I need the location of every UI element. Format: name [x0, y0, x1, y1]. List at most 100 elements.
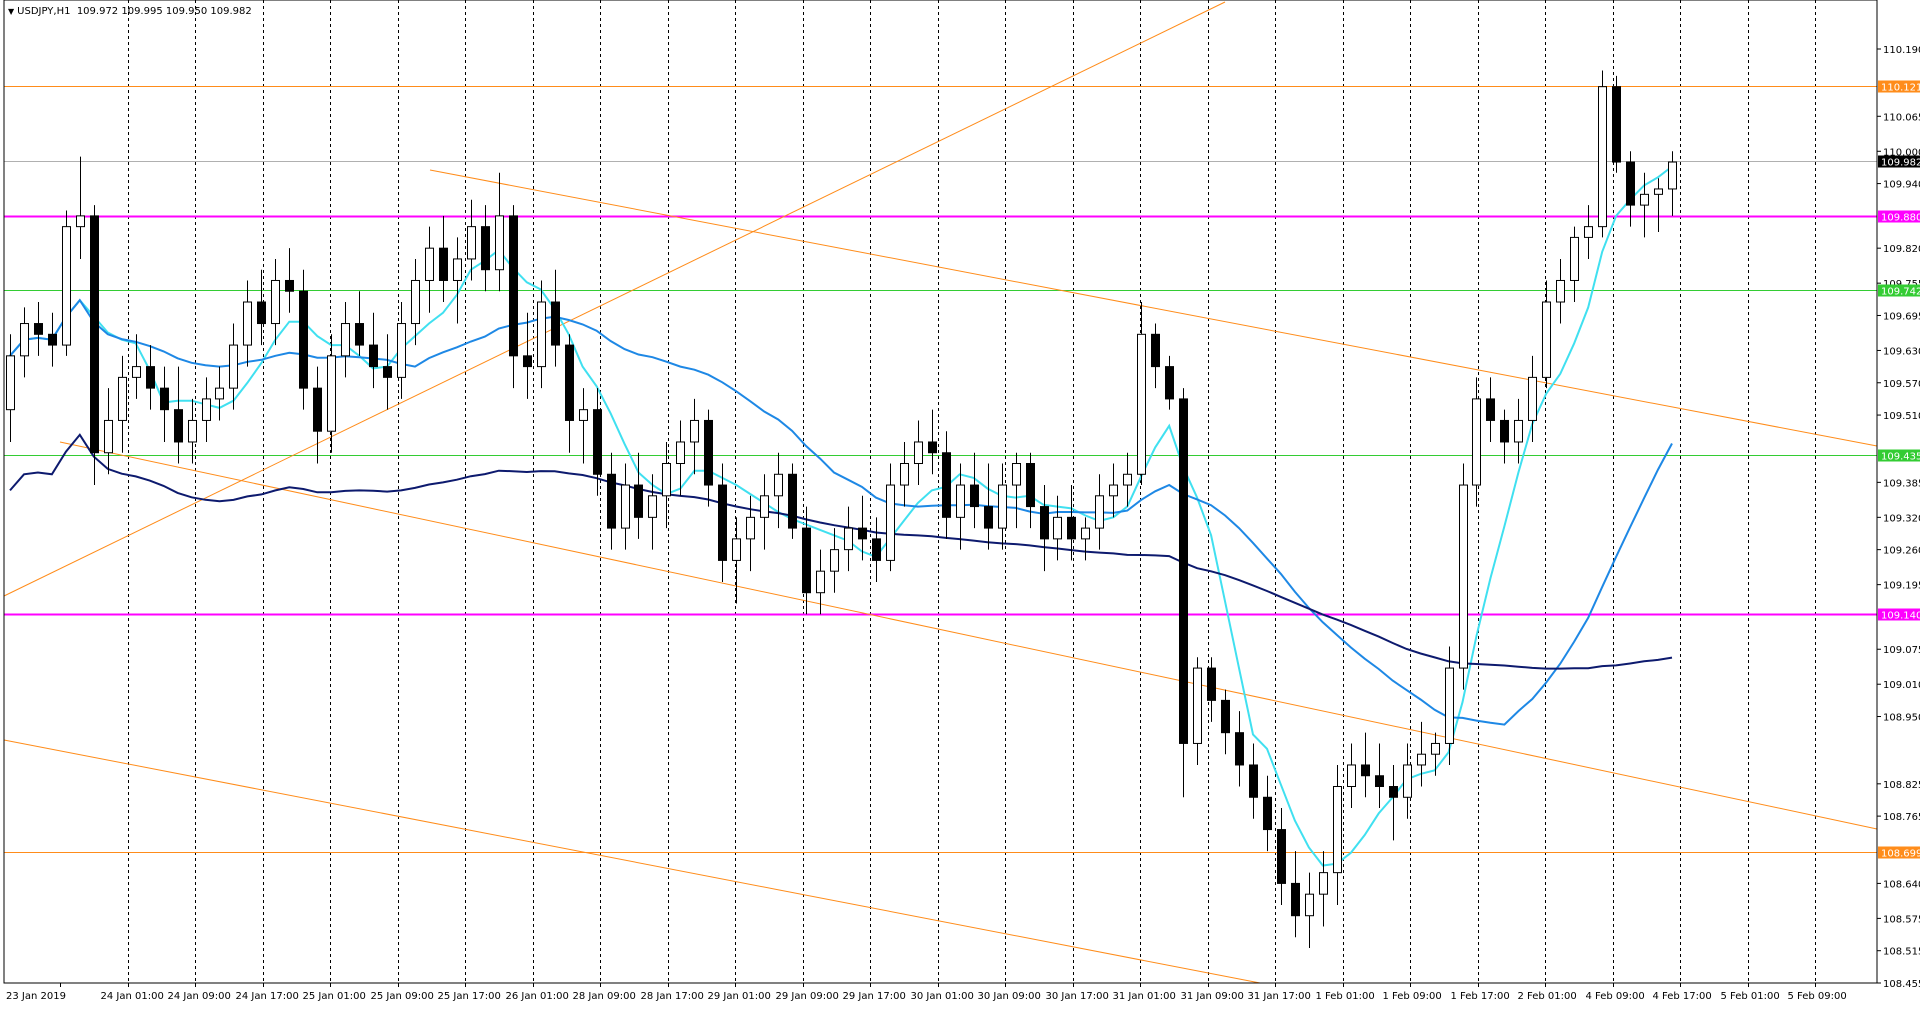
bull-candle[interactable] [579, 409, 588, 421]
bear-candle[interactable] [146, 366, 155, 389]
bear-candle[interactable] [509, 215, 518, 357]
bull-candle[interactable] [760, 495, 769, 518]
bull-candle[interactable] [1528, 376, 1537, 421]
bear-candle[interactable] [1612, 86, 1621, 163]
bull-candle[interactable] [886, 484, 895, 561]
bear-candle[interactable] [299, 290, 308, 389]
bear-candle[interactable] [313, 387, 322, 432]
bear-candle[interactable] [802, 527, 811, 594]
bull-candle[interactable] [1095, 495, 1104, 529]
bull-candle[interactable] [1137, 333, 1146, 475]
bear-candle[interactable] [984, 506, 993, 529]
bear-candle[interactable] [1375, 775, 1384, 788]
bull-candle[interactable] [118, 376, 127, 421]
bull-candle[interactable] [1305, 893, 1314, 917]
bull-candle[interactable] [104, 419, 113, 454]
collapse-triangle-icon[interactable]: ▼ [8, 7, 15, 16]
bull-candle[interactable] [397, 323, 406, 378]
bear-candle[interactable] [1067, 516, 1076, 540]
channel-line[interactable] [429, 169, 1878, 447]
bear-candle[interactable] [257, 301, 266, 325]
bull-candle[interactable] [1319, 872, 1328, 895]
bear-candle[interactable] [1235, 732, 1244, 766]
bull-candle[interactable] [1640, 193, 1649, 206]
bull-candle[interactable] [998, 484, 1007, 529]
bear-candle[interactable] [858, 527, 867, 540]
bull-candle[interactable] [453, 258, 462, 281]
bull-candle[interactable] [621, 484, 630, 529]
bull-candle[interactable] [662, 463, 671, 497]
bull-candle[interactable] [956, 484, 965, 518]
bear-candle[interactable] [1361, 764, 1370, 777]
bull-candle[interactable] [62, 226, 71, 346]
bull-candle[interactable] [690, 419, 699, 443]
bull-candle[interactable] [1123, 473, 1132, 486]
bull-candle[interactable] [467, 226, 476, 260]
bull-candle[interactable] [746, 516, 755, 540]
bear-candle[interactable] [1389, 786, 1398, 798]
bull-candle[interactable] [411, 279, 420, 325]
bear-candle[interactable] [928, 441, 937, 454]
bear-candle[interactable] [1486, 398, 1495, 421]
bear-candle[interactable] [593, 409, 602, 475]
bear-candle[interactable] [788, 473, 797, 529]
bull-candle[interactable] [844, 527, 853, 551]
bull-candle[interactable] [1668, 161, 1677, 190]
bear-candle[interactable] [565, 344, 574, 421]
bear-candle[interactable] [481, 226, 490, 271]
bull-candle[interactable] [20, 323, 29, 357]
bear-candle[interactable] [1151, 333, 1160, 368]
bull-candle[interactable] [1431, 742, 1440, 755]
bull-candle[interactable] [676, 441, 685, 465]
bear-candle[interactable] [1277, 829, 1286, 884]
bull-candle[interactable] [327, 355, 336, 432]
bull-candle[interactable] [900, 463, 909, 486]
bull-candle[interactable] [648, 495, 657, 518]
bear-candle[interactable] [160, 387, 169, 411]
bull-candle[interactable] [1012, 463, 1021, 486]
bull-candle[interactable] [1570, 236, 1579, 281]
bear-candle[interactable] [607, 473, 616, 529]
bear-candle[interactable] [718, 484, 727, 561]
bull-candle[interactable] [774, 473, 783, 497]
bull-candle[interactable] [1598, 86, 1607, 228]
bull-candle[interactable] [830, 549, 839, 572]
bull-candle[interactable] [1053, 516, 1062, 540]
bear-candle[interactable] [383, 366, 392, 378]
bear-candle[interactable] [439, 247, 448, 281]
bull-candle[interactable] [1556, 279, 1565, 303]
bull-candle[interactable] [6, 355, 15, 411]
bull-candle[interactable] [816, 570, 825, 594]
bull-candle[interactable] [1333, 786, 1342, 874]
channel-line[interactable] [59, 441, 1878, 830]
bull-candle[interactable] [1514, 419, 1523, 443]
bull-candle[interactable] [341, 323, 350, 357]
bull-candle[interactable] [1109, 484, 1118, 497]
bear-candle[interactable] [970, 484, 979, 508]
bear-candle[interactable] [355, 323, 364, 346]
bear-candle[interactable] [704, 419, 713, 486]
bull-candle[interactable] [495, 215, 504, 271]
bull-candle[interactable] [243, 301, 252, 346]
bull-candle[interactable] [1542, 301, 1551, 378]
bear-candle[interactable] [34, 323, 43, 335]
bull-candle[interactable] [229, 344, 238, 389]
bull-candle[interactable] [1459, 484, 1468, 669]
channel-line[interactable] [3, 739, 1261, 984]
bear-candle[interactable] [1500, 419, 1509, 443]
bull-candle[interactable] [732, 538, 741, 561]
bull-candle[interactable] [1584, 226, 1593, 238]
bull-candle[interactable] [132, 366, 141, 378]
bull-candle[interactable] [215, 387, 224, 400]
bear-candle[interactable] [1626, 161, 1635, 206]
bull-candle[interactable] [1417, 753, 1426, 766]
bull-candle[interactable] [202, 398, 211, 421]
bear-candle[interactable] [174, 409, 183, 443]
bear-candle[interactable] [90, 215, 99, 454]
bull-candle[interactable] [425, 247, 434, 281]
bear-candle[interactable] [1207, 667, 1216, 701]
bear-candle[interactable] [872, 538, 881, 561]
bull-candle[interactable] [1472, 398, 1481, 486]
